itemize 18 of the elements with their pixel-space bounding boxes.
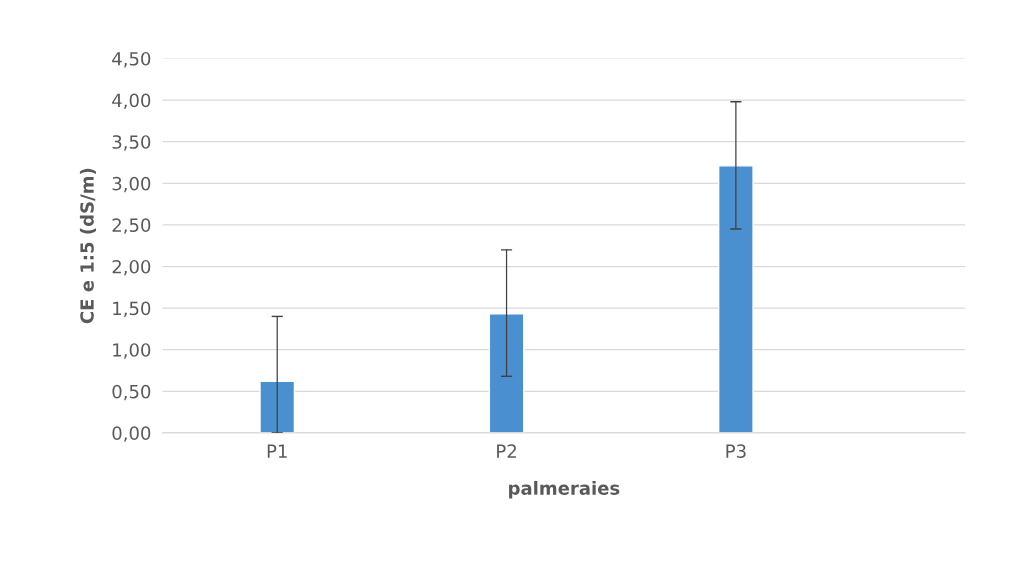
y-tick-label: 2,50 <box>112 218 151 234</box>
y-tick-label: 3,50 <box>112 135 151 151</box>
bar <box>488 313 525 433</box>
y-tick-label: 4,50 <box>112 51 151 68</box>
y-axis-title: CE e 1:5 (dS/m) <box>79 168 96 324</box>
y-tick-label: 2,00 <box>112 259 151 276</box>
y-tick-label: 0,00 <box>112 426 151 442</box>
x-tick-label: P2 <box>497 444 516 458</box>
x-tick-label: P1 <box>267 444 287 458</box>
bar <box>259 380 296 433</box>
y-tick-label: 3,00 <box>112 176 151 193</box>
x-axis-title: palmeraies <box>509 480 620 499</box>
y-tick-label: 4,00 <box>112 93 151 110</box>
y-tick-label: 1,50 <box>113 301 151 318</box>
y-tick-label: 1,00 <box>113 343 151 359</box>
y-tick-label: 0,50 <box>112 384 151 401</box>
bar <box>717 165 754 433</box>
x-tick-label: P3 <box>726 444 746 458</box>
